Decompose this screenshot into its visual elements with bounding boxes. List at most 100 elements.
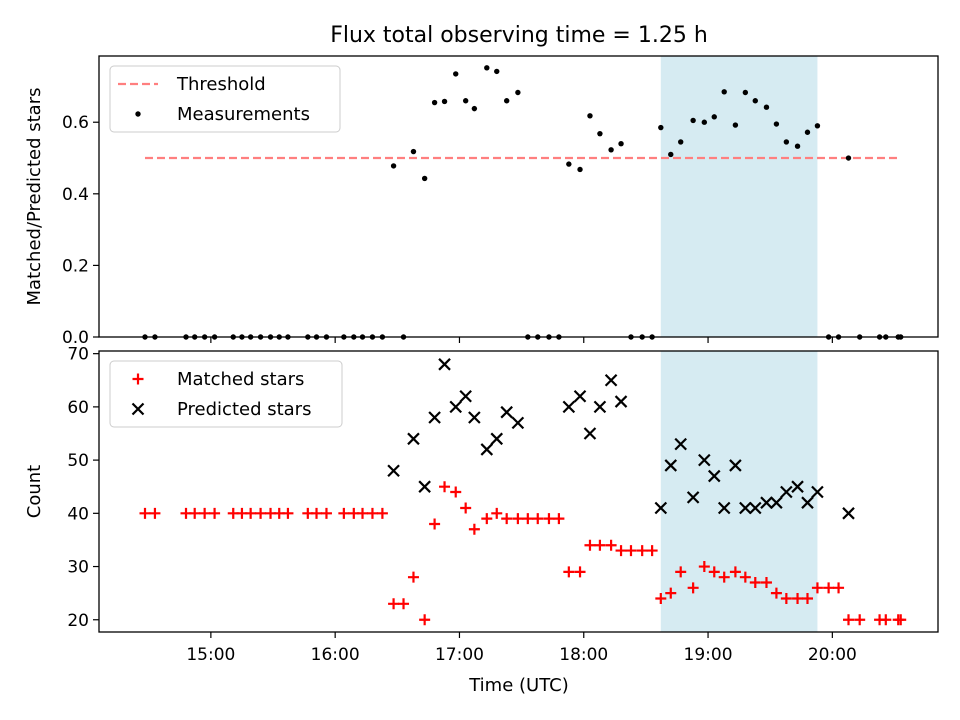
data-point: [678, 139, 684, 145]
data-point: [491, 507, 503, 519]
data-point: [636, 545, 648, 557]
data-point: [462, 98, 469, 104]
data-point: [597, 130, 603, 137]
data-point: [419, 614, 431, 626]
data-point: [450, 486, 462, 498]
legend: Threshold Measurements: [109, 65, 341, 133]
data-point: [460, 502, 472, 514]
data-point: [708, 566, 720, 578]
series-predicted-stars: [387, 358, 855, 520]
data-point: [664, 459, 678, 472]
data-point: [468, 523, 480, 535]
data-point: [804, 129, 811, 135]
legend-label: Matched stars: [177, 369, 304, 390]
chart-title: Flux total observing time = 1.25 h: [330, 23, 708, 48]
data-point: [584, 539, 596, 551]
data-point: [587, 113, 593, 119]
data-point: [511, 416, 525, 430]
y-tick-label: 0.6: [62, 113, 89, 133]
data-point: [573, 389, 587, 403]
data-point: [833, 582, 845, 594]
data-point: [515, 89, 521, 96]
data-point: [139, 507, 151, 519]
data-point: [553, 513, 565, 525]
data-point: [459, 389, 472, 403]
y-tick-label: 0.2: [62, 256, 89, 276]
data-point: [646, 545, 658, 557]
legend-marker: [132, 373, 144, 385]
x-tick-label: 20:00: [808, 645, 857, 665]
data-point: [698, 453, 711, 467]
data-point: [512, 513, 524, 525]
data-point: [701, 119, 708, 125]
data-point: [429, 518, 441, 530]
data-point: [418, 480, 431, 493]
data-point: [376, 507, 388, 519]
axes-frame: [98, 55, 939, 338]
data-point: [614, 395, 628, 408]
y-axis-label: Matched/Predicted stars: [24, 88, 45, 306]
data-point: [814, 123, 821, 129]
y-tick-label: 70: [67, 345, 89, 365]
data-point: [608, 147, 614, 153]
data-point: [749, 577, 761, 589]
data-point: [698, 561, 710, 573]
data-point: [654, 501, 668, 515]
legend-label: Measurements: [177, 104, 310, 125]
data-point: [484, 65, 490, 71]
data-point: [189, 507, 201, 519]
data-point: [843, 614, 855, 626]
data-point: [615, 545, 627, 557]
data-point: [668, 151, 674, 158]
data-point: [717, 501, 731, 515]
data-point: [282, 507, 294, 519]
data-point: [770, 496, 783, 509]
data-point: [494, 68, 500, 75]
data-point: [366, 507, 378, 519]
shaded-interval: [660, 351, 818, 632]
y-tick-label: 0.4: [62, 185, 89, 205]
data-point: [490, 432, 504, 446]
data-point: [811, 485, 824, 499]
data-point: [721, 89, 727, 95]
data-point: [577, 166, 583, 173]
data-point: [732, 122, 739, 128]
data-point: [854, 614, 866, 626]
shaded-interval: [660, 56, 818, 337]
x-tick-label: 15:00: [186, 645, 235, 665]
data-point: [811, 582, 823, 594]
data-point: [823, 582, 835, 594]
data-point: [749, 501, 762, 515]
data-point: [618, 141, 624, 147]
legend-marker: [135, 111, 141, 117]
data-point: [707, 469, 721, 483]
data-point: [439, 481, 451, 493]
data-point: [441, 98, 448, 105]
data-point: [794, 143, 801, 149]
data-point: [320, 507, 332, 519]
data-point: [770, 587, 782, 599]
x-tick-label: 18:00: [559, 645, 608, 665]
x-axis-label: Time (UTC): [468, 675, 569, 696]
data-point: [801, 592, 813, 604]
data-point: [468, 411, 481, 424]
ratio-panel: 0.0 0.2 0.4 0.6 Matched/Predicted stars Thres…: [24, 55, 939, 348]
series-matched-stars: [139, 481, 907, 626]
data-point: [338, 507, 350, 519]
data-point: [501, 513, 513, 525]
y-tick-label: 60: [67, 398, 89, 418]
data-point: [729, 459, 742, 472]
data-point: [655, 592, 667, 604]
data-point: [686, 491, 700, 504]
data-point: [398, 598, 410, 610]
data-point: [387, 464, 400, 478]
data-point: [209, 507, 221, 519]
legend-box: [109, 65, 341, 133]
data-point: [543, 513, 555, 525]
axes-frame: [98, 350, 939, 633]
data-point: [780, 485, 793, 499]
y-tick-label: 30: [67, 558, 89, 578]
data-point: [801, 496, 814, 509]
data-point: [791, 480, 804, 493]
